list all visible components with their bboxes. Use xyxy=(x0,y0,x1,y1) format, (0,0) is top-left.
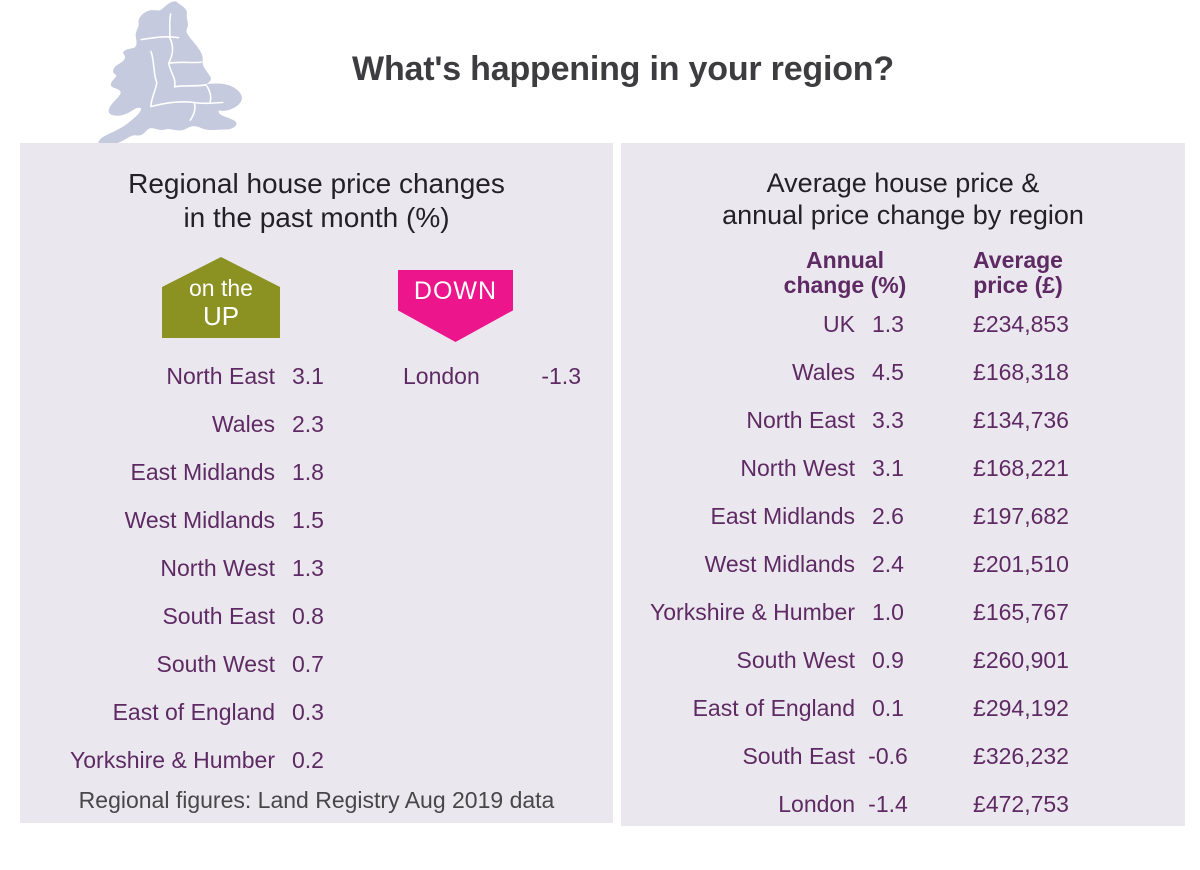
annual-change-header-line2: change (%) xyxy=(783,272,907,299)
table-row: South West 0.9 £260,901 xyxy=(621,636,1185,684)
table-row: London -1.4 £472,753 xyxy=(621,780,1185,828)
right-panel-title: Average house price & annual price chang… xyxy=(621,143,1185,232)
region-label: East of England xyxy=(692,694,855,721)
table-row: UK 1.3 £234,853 xyxy=(621,300,1185,348)
average-price-value: £134,736 xyxy=(973,406,1069,433)
table-row: Wales 4.5 £168,318 xyxy=(621,348,1185,396)
up-badge-line2: UP xyxy=(202,300,240,331)
region-label: South East xyxy=(162,602,275,629)
average-price-value: £168,318 xyxy=(973,358,1069,385)
region-label: London xyxy=(778,790,855,817)
average-price-value: £294,192 xyxy=(973,694,1069,721)
average-price-header: Average price (£) xyxy=(928,247,1108,299)
average-price-panel: Average house price & annual price chang… xyxy=(621,143,1185,826)
annual-change-value: 1.3 xyxy=(872,310,904,337)
monthly-up-list: North East 3.1 Wales 2.3 East Midlands 1… xyxy=(20,352,613,784)
down-arrow-badge: DOWN xyxy=(398,270,513,342)
list-item: Wales 2.3 xyxy=(20,400,613,448)
region-label: South East xyxy=(742,742,855,769)
list-item: North West 1.3 xyxy=(20,544,613,592)
average-price-value: £472,753 xyxy=(973,790,1069,817)
right-panel-title-line1: Average house price & xyxy=(766,168,1040,198)
up-arrow-badge: on the UP xyxy=(162,257,280,338)
region-label: Yorkshire & Humber xyxy=(70,746,275,773)
annual-change-value: 0.9 xyxy=(872,646,904,673)
average-price-value: £201,510 xyxy=(973,550,1069,577)
region-label: North East xyxy=(746,406,855,433)
list-item: South West 0.7 xyxy=(20,640,613,688)
table-row: North West 3.1 £168,221 xyxy=(621,444,1185,492)
right-panel-title-line2: annual price change by region xyxy=(722,200,1084,231)
region-label: West Midlands xyxy=(704,550,855,577)
annual-change-value: 0.1 xyxy=(872,694,904,721)
region-label: Wales xyxy=(791,358,855,385)
page-title: What's happening in your region? xyxy=(352,50,894,88)
region-value: 2.3 xyxy=(292,410,324,437)
annual-change-value: 1.0 xyxy=(872,598,904,625)
average-price-value: £197,682 xyxy=(973,502,1069,529)
annual-change-value: 2.4 xyxy=(872,550,904,577)
list-item: East of England 0.3 xyxy=(20,688,613,736)
region-value: 1.8 xyxy=(292,458,324,485)
up-badge-line1: on the xyxy=(189,275,253,302)
region-label: London xyxy=(403,362,480,389)
region-label: East Midlands xyxy=(130,458,275,485)
list-item: North East 3.1 xyxy=(20,352,613,400)
region-value: 1.5 xyxy=(292,506,324,533)
list-item: South East 0.8 xyxy=(20,592,613,640)
table-row: East of England 0.1 £294,192 xyxy=(621,684,1185,732)
monthly-down-row: London -1.3 xyxy=(403,352,581,400)
list-item: East Midlands 1.8 xyxy=(20,448,613,496)
region-label: North West xyxy=(160,554,275,581)
source-footnote: Regional figures: Land Registry Aug 2019… xyxy=(78,787,555,813)
region-label: Yorkshire & Humber xyxy=(650,598,855,625)
average-price-table: UK 1.3 £234,853 Wales 4.5 £168,318 North… xyxy=(621,300,1185,828)
average-price-value: £326,232 xyxy=(973,742,1069,769)
annual-change-value: 2.6 xyxy=(872,502,904,529)
table-row: North East 3.3 £134,736 xyxy=(621,396,1185,444)
region-label: South West xyxy=(736,646,855,673)
annual-change-value: 4.5 xyxy=(872,358,904,385)
average-price-value: £234,853 xyxy=(973,310,1069,337)
list-item: Yorkshire & Humber 0.2 xyxy=(20,736,613,784)
monthly-change-panel: Regional house price changes in the past… xyxy=(20,143,613,823)
region-value: 0.8 xyxy=(292,602,324,629)
table-column-headers: Annual change (%) Average price (£) xyxy=(621,247,1185,300)
region-value: 1.3 xyxy=(292,554,324,581)
table-row: West Midlands 2.4 £201,510 xyxy=(621,540,1185,588)
region-value: 3.1 xyxy=(292,362,324,389)
average-price-header-line1: Average xyxy=(973,247,1063,273)
table-row: East Midlands 2.6 £197,682 xyxy=(621,492,1185,540)
region-label: UK xyxy=(823,310,855,337)
region-label: Wales xyxy=(211,410,275,437)
region-label: South West xyxy=(156,650,275,677)
annual-change-value: -1.4 xyxy=(868,790,908,817)
average-price-value: £260,901 xyxy=(973,646,1069,673)
annual-change-value: 3.3 xyxy=(872,406,904,433)
average-price-value: £165,767 xyxy=(973,598,1069,625)
region-label: East of England xyxy=(112,698,275,725)
region-label: North West xyxy=(740,454,855,481)
region-value: 0.2 xyxy=(292,746,324,773)
region-value: 0.7 xyxy=(292,650,324,677)
annual-change-value: -0.6 xyxy=(868,742,908,769)
england-wales-map-icon xyxy=(92,0,264,150)
down-badge-label: DOWN xyxy=(413,277,498,305)
average-price-value: £168,221 xyxy=(973,454,1069,481)
list-item: West Midlands 1.5 xyxy=(20,496,613,544)
region-value: 0.3 xyxy=(292,698,324,725)
left-panel-title-line2: in the past month (%) xyxy=(183,201,450,233)
region-label: East Midlands xyxy=(710,502,855,529)
region-value: -1.3 xyxy=(541,362,581,389)
annual-change-value: 3.1 xyxy=(872,454,904,481)
table-row: Yorkshire & Humber 1.0 £165,767 xyxy=(621,588,1185,636)
annual-change-header: Annual change (%) xyxy=(755,247,935,299)
region-label: North East xyxy=(166,362,275,389)
annual-change-header-line1: Annual xyxy=(806,247,884,273)
left-panel-title: Regional house price changes in the past… xyxy=(20,143,613,234)
average-price-header-line2: price (£) xyxy=(973,272,1063,299)
table-row: South East -0.6 £326,232 xyxy=(621,732,1185,780)
region-label: West Midlands xyxy=(124,506,275,533)
left-panel-title-line1: Regional house price changes xyxy=(128,168,505,199)
